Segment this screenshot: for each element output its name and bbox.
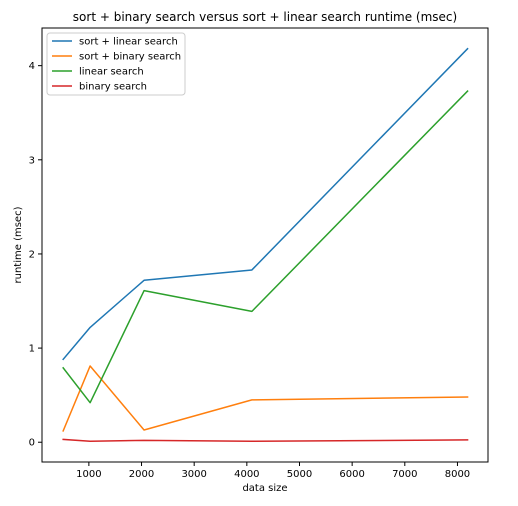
legend-label: sort + linear search [79,37,178,48]
y-axis-ticks: 0 1 2 3 4 [29,61,42,449]
x-tick-label: 6000 [339,469,364,480]
x-tick-label: 5000 [287,469,312,480]
x-tick-label: 8000 [445,469,470,480]
series-line-sort-linear-search [62,47,469,361]
series-line-sort-binary-search [62,365,469,432]
series-line-linear-search [62,90,469,404]
x-axis-label: data size [242,483,287,494]
series-line-binary-search [62,438,469,443]
legend-label: binary search [79,82,147,93]
y-tick-label: 3 [29,155,35,166]
legend-label: linear search [79,67,144,78]
plot-area: 1000 2000 3000 4000 5000 6000 7000 8000 0 1 2 3 4 [29,27,489,480]
legend-label: sort + binary search [79,52,181,63]
legend: sort + linear search sort + binary search… [46,32,186,96]
axes-frame [41,27,489,463]
y-tick-label: 4 [29,61,35,72]
legend-box [46,32,186,96]
y-tick-label: 2 [29,249,35,260]
x-tick-label: 2000 [129,469,154,480]
x-tick-label: 3000 [181,469,206,480]
x-tick-label: 4000 [234,469,259,480]
x-tick-label: 7000 [392,469,417,480]
series-layer [62,47,469,443]
chart-title: sort + binary search versus sort + linea… [73,10,457,24]
y-tick-label: 0 [29,438,35,449]
legend-items: sort + linear search sort + binary search… [52,37,181,93]
x-tick-label: 1000 [76,469,101,480]
y-axis-label: runtime (msec) [13,206,24,283]
x-axis-ticks: 1000 2000 3000 4000 5000 6000 7000 8000 [76,462,470,480]
y-tick-label: 1 [29,344,35,355]
